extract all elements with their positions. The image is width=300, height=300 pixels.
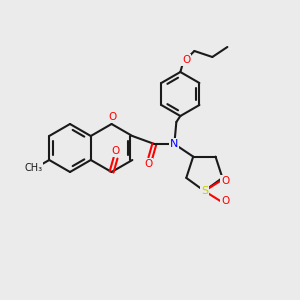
Text: O: O	[108, 112, 117, 122]
Text: S: S	[201, 186, 208, 196]
Text: O: O	[221, 196, 230, 206]
Text: O: O	[111, 146, 120, 156]
Text: O: O	[144, 159, 152, 169]
Text: O: O	[182, 55, 190, 65]
Text: O: O	[221, 176, 230, 186]
Text: CH₃: CH₃	[24, 163, 42, 173]
Text: N: N	[170, 139, 178, 149]
